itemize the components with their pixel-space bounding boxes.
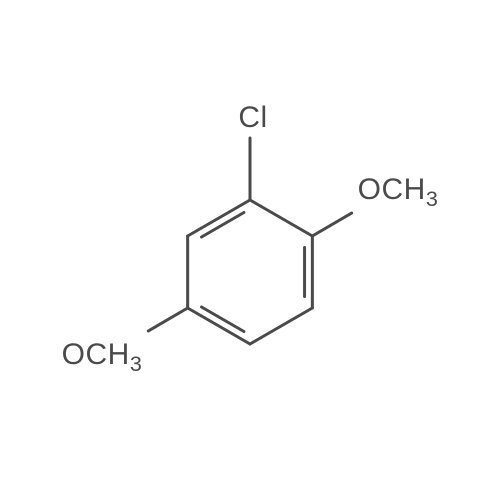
methoxy-bottom-label: OCH3: [62, 338, 143, 372]
molecule-bonds-svg: [0, 0, 500, 500]
methoxy-top-label: OCH3: [358, 173, 439, 207]
molecule-stage: Cl OCH3 OCH3: [0, 0, 500, 500]
chlorine-label: Cl: [238, 101, 267, 135]
